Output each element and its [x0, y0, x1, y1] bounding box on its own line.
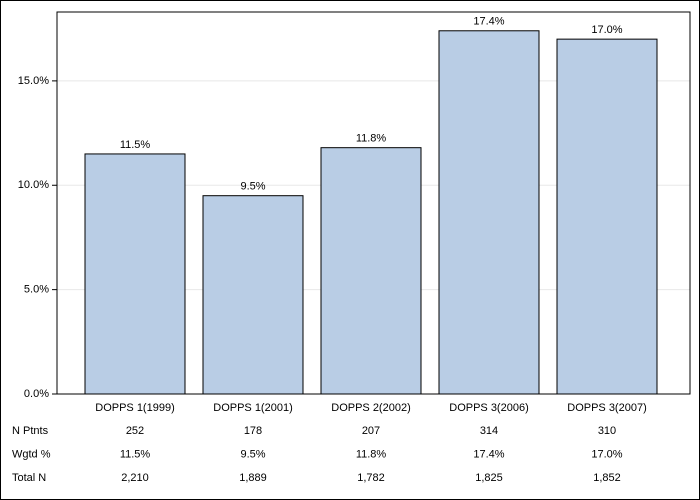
- bar: [84, 153, 186, 395]
- x-tick-label: DOPPS 3(2006): [449, 402, 528, 414]
- x-tick-label: DOPPS 2(2002): [331, 402, 410, 414]
- table-cell: 1,825: [475, 472, 503, 484]
- table-cell: 11.5%: [120, 448, 151, 460]
- table-row-label: Wgtd %: [12, 448, 51, 460]
- bar: [438, 30, 540, 395]
- table-cell: 9.5%: [240, 448, 265, 460]
- x-tick-label: DOPPS 3(2007): [567, 402, 646, 414]
- table-cell: 17.0%: [591, 448, 622, 460]
- table-cell: 11.8%: [356, 448, 387, 460]
- y-tick-label: 5.0%: [24, 284, 49, 296]
- table-cell: 252: [126, 425, 144, 437]
- table-cell: 1,852: [593, 472, 621, 484]
- table-cell: 17.4%: [473, 448, 504, 460]
- table-cell: 207: [362, 425, 380, 437]
- bar: [556, 38, 658, 395]
- table-row-label: Total N: [12, 472, 46, 484]
- bar: [202, 195, 304, 395]
- table-cell: 310: [598, 425, 616, 437]
- y-tick-label: 0.0%: [24, 388, 49, 400]
- x-tick-label: DOPPS 1(1999): [95, 402, 174, 414]
- x-tick-label: DOPPS 1(2001): [213, 402, 292, 414]
- value-label: 17.0%: [591, 24, 622, 36]
- value-label: 11.8%: [356, 133, 387, 145]
- value-label: 17.4%: [473, 16, 504, 28]
- table-cell: 1,782: [357, 472, 385, 484]
- table-cell: 178: [244, 425, 262, 437]
- y-tick-label: 10.0%: [18, 179, 49, 191]
- table-cell: 314: [480, 425, 498, 437]
- y-tick-label: 15.0%: [18, 75, 49, 87]
- table-cell: 2,210: [121, 472, 149, 484]
- bar: [320, 147, 422, 395]
- table-cell: 1,889: [239, 472, 267, 484]
- table-row-label: N Ptnts: [12, 425, 49, 437]
- value-label: 9.5%: [240, 181, 265, 193]
- value-label: 11.5%: [120, 139, 151, 151]
